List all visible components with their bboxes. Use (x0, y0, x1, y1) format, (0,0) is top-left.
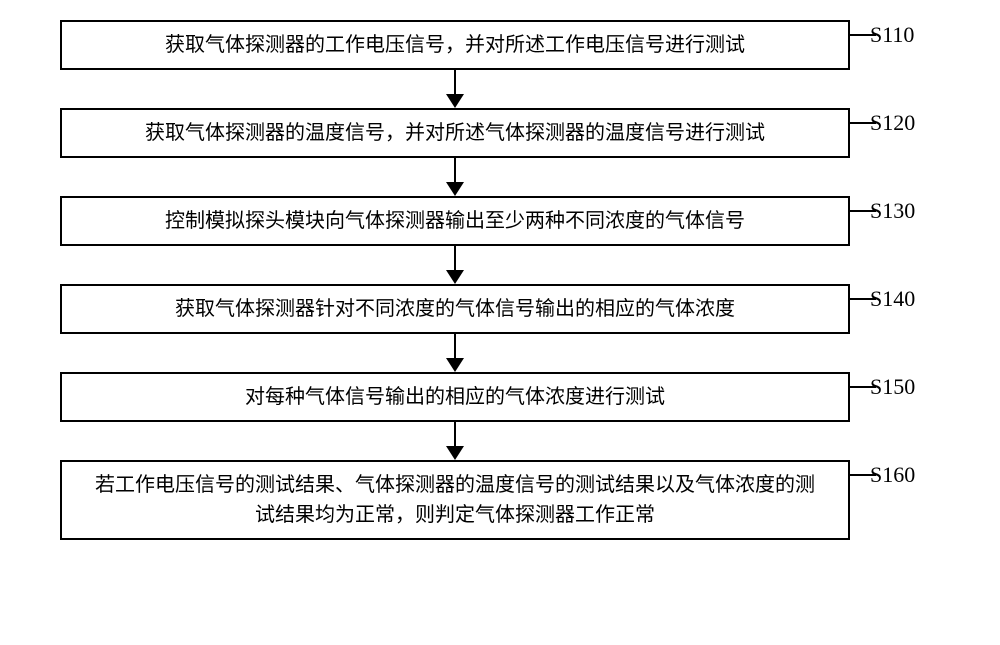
step-box: 若工作电压信号的测试结果、气体探测器的温度信号的测试结果以及气体浓度的测试结果均… (60, 460, 850, 540)
step-s130: 控制模拟探头模块向气体探测器输出至少两种不同浓度的气体信号 S130 (60, 196, 940, 246)
step-box: 获取气体探测器的工作电压信号，并对所述工作电压信号进行测试 (60, 20, 850, 70)
step-s110: 获取气体探测器的工作电压信号，并对所述工作电压信号进行测试 S110 (60, 20, 940, 70)
step-label: S130 (870, 198, 915, 224)
step-label: S110 (870, 22, 914, 48)
arrow-head-icon (446, 182, 464, 196)
step-s120: 获取气体探测器的温度信号，并对所述气体探测器的温度信号进行测试 S120 (60, 108, 940, 158)
step-text: 对每种气体信号输出的相应的气体浓度进行测试 (245, 382, 665, 412)
step-box: 获取气体探测器的温度信号，并对所述气体探测器的温度信号进行测试 (60, 108, 850, 158)
step-label: S140 (870, 286, 915, 312)
step-label: S120 (870, 110, 915, 136)
arrow-head-icon (446, 446, 464, 460)
arrow-head-icon (446, 358, 464, 372)
arrow (60, 422, 850, 460)
arrow-head-icon (446, 94, 464, 108)
step-text: 获取气体探测器的温度信号，并对所述气体探测器的温度信号进行测试 (145, 118, 765, 148)
step-s160: 若工作电压信号的测试结果、气体探测器的温度信号的测试结果以及气体浓度的测试结果均… (60, 460, 940, 540)
arrow (60, 158, 850, 196)
step-text: 控制模拟探头模块向气体探测器输出至少两种不同浓度的气体信号 (165, 206, 745, 236)
step-s140: 获取气体探测器针对不同浓度的气体信号输出的相应的气体浓度 S140 (60, 284, 940, 334)
flowchart-container: 获取气体探测器的工作电压信号，并对所述工作电压信号进行测试 S110 获取气体探… (60, 20, 940, 540)
step-text: 获取气体探测器的工作电压信号，并对所述工作电压信号进行测试 (165, 30, 745, 60)
step-label: S160 (870, 462, 915, 488)
arrow (60, 334, 850, 372)
arrow-head-icon (446, 270, 464, 284)
step-box: 控制模拟探头模块向气体探测器输出至少两种不同浓度的气体信号 (60, 196, 850, 246)
step-box: 获取气体探测器针对不同浓度的气体信号输出的相应的气体浓度 (60, 284, 850, 334)
step-text: 若工作电压信号的测试结果、气体探测器的温度信号的测试结果以及气体浓度的测试结果均… (86, 470, 824, 530)
step-box: 对每种气体信号输出的相应的气体浓度进行测试 (60, 372, 850, 422)
arrow (60, 70, 850, 108)
step-s150: 对每种气体信号输出的相应的气体浓度进行测试 S150 (60, 372, 940, 422)
step-label: S150 (870, 374, 915, 400)
step-text: 获取气体探测器针对不同浓度的气体信号输出的相应的气体浓度 (175, 294, 735, 324)
arrow (60, 246, 850, 284)
